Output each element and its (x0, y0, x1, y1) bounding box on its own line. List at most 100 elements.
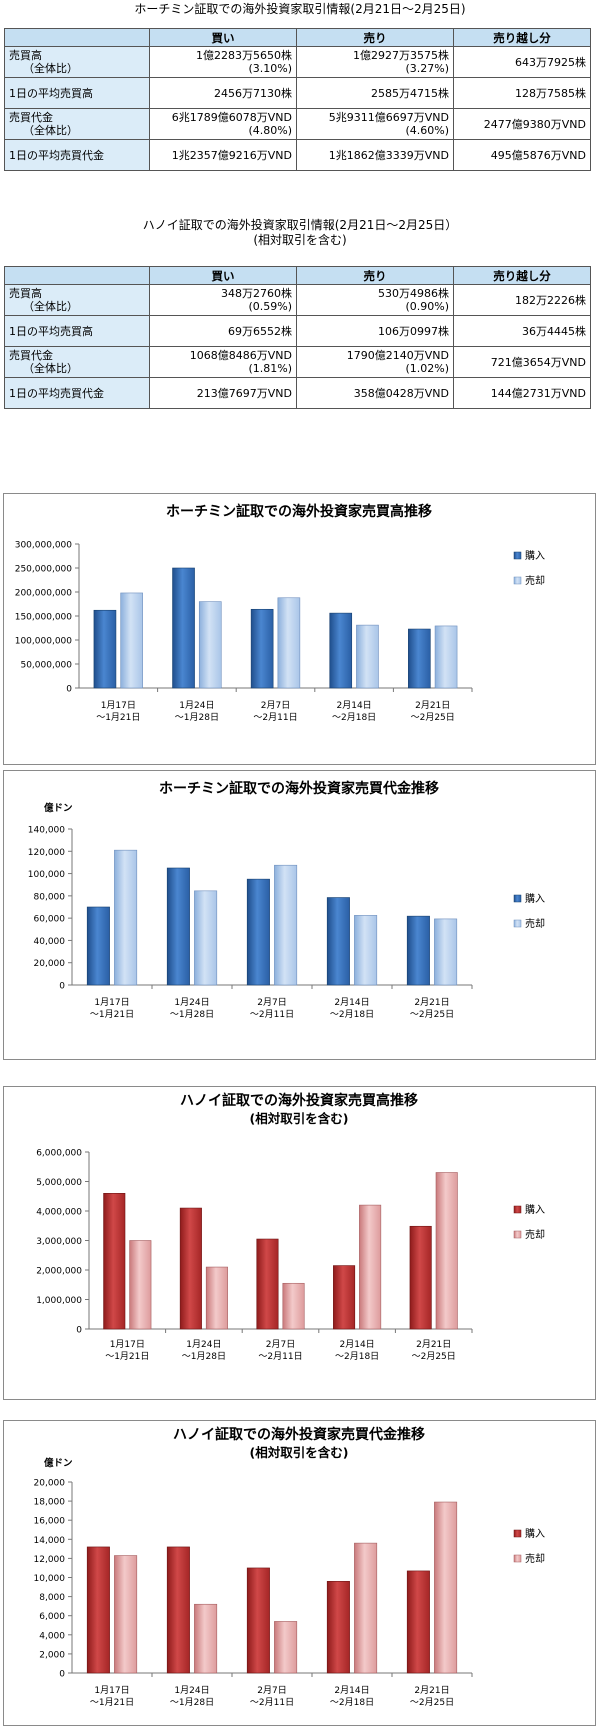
y-tick-label: 2,000 (39, 1650, 65, 1660)
bar-sell (356, 624, 379, 689)
bar-buy (250, 608, 274, 689)
category-label: 〜2月11日 (258, 1351, 302, 1362)
bar-buy (166, 867, 190, 986)
buy-cell: 1億2283万5650株 (3.10%) (149, 46, 297, 78)
chart-title: ホーチミン証取での海外投資家売買代金推移 (159, 780, 439, 797)
hanoi-volume-chart: ハノイ証取での海外投資家売買高推移 (相対取引を含む) 0 1,000,000 2,00… (3, 1086, 596, 1400)
table-header: 売り (296, 28, 454, 47)
category-label: 〜2月25日 (412, 1351, 456, 1362)
hanoi-table-subtitle: (相対取引を含む) (253, 233, 347, 247)
label-text: 売買高 (9, 49, 42, 62)
net-text: 721億3654万VND (490, 355, 586, 369)
category-label: 〜2月25日 (411, 712, 455, 723)
bar-buy (86, 1546, 110, 1674)
bar-buy (326, 897, 350, 986)
legend-label: 購入 (525, 1203, 545, 1216)
y-tick-label: 6,000 (39, 1612, 65, 1622)
sell-text: 1790億2140万VND (346, 349, 449, 362)
table-row: 1日の平均売買代金 1兆2357億9216万VND 1兆1862億3339万VND 4… (4, 139, 591, 171)
y-tick-label: 0 (66, 685, 72, 695)
sell-cell: 1兆1862億3339万VND (296, 139, 454, 171)
chart-svg: ハノイ証取での海外投資家売買代金推移 (相対取引を含む) 億ドン 0 2,000 4,00… (34, 1426, 546, 1708)
y-tick-label: 20,000 (34, 959, 66, 969)
category-label: 〜2月11日 (250, 1697, 294, 1708)
net-text: 2477億9380万VND (483, 117, 586, 131)
category-label: 1月24日 (174, 997, 209, 1008)
label-text: 1日の平均売買代金 (9, 386, 104, 400)
y-tick-label: 1,000,000 (36, 1296, 82, 1306)
category-label: 〜1月28日 (182, 1351, 226, 1362)
legend-swatch-buy (513, 551, 522, 560)
label-cell: 1日の平均売買代金 (4, 377, 150, 409)
net-cell: 128万7585株 (453, 77, 591, 109)
label-cell: 1日の平均売買高 (4, 77, 150, 109)
hanoi-table-title: ハノイ証取での海外投資家取引情報(2月21日〜2月25日） (142, 218, 458, 232)
legend-swatch-sell (513, 919, 522, 928)
bar-buy (329, 612, 353, 689)
net-text: 128万7585株 (515, 86, 586, 100)
net-text: 36万4445株 (522, 324, 586, 338)
label-text: 売買代金 (9, 111, 53, 124)
y-tick-label: 300,000,000 (15, 541, 73, 551)
category-label: 2月7日 (261, 700, 290, 711)
bar-buy (166, 1546, 190, 1674)
sell-text: (4.60%) (405, 124, 449, 137)
label-cell: 1日の平均売買高 (4, 315, 150, 347)
legend-label: 購入 (525, 892, 545, 905)
category-label: 2月14日 (334, 1685, 369, 1696)
table-row: 1日の平均売買代金 213億7697万VND 358億0428万VND 144億273… (4, 377, 591, 409)
bar-buy (256, 1238, 279, 1330)
y-tick-label: 4,000,000 (36, 1208, 82, 1218)
bar-sell (114, 849, 138, 986)
sell-text: (1.02%) (405, 362, 449, 375)
category-label: 〜1月21日 (90, 1697, 134, 1708)
bar-buy (246, 878, 270, 986)
sell-text: 358億0428万VND (353, 386, 449, 400)
y-tick-label: 4,000 (39, 1631, 65, 1641)
category-label: 〜1月21日 (105, 1351, 149, 1362)
y-tick-label: 150,000,000 (15, 613, 73, 623)
label-text: 1日の平均売買代金 (9, 148, 104, 162)
category-label: 〜2月11日 (253, 712, 297, 723)
table-header: 売り越し分 (453, 266, 591, 285)
sell-cell: 1790億2140万VND (1.02%) (296, 346, 454, 378)
table-row: 売買代金 （全体比） 6兆1789億6078万VND (4.80%) 5兆9311億66… (4, 108, 591, 140)
sell-text: 1億2927万3575株 (353, 49, 449, 62)
chart-svg: ホーチミン証取での海外投資家売買高推移 0 50,000,000 100,000,00… (15, 503, 545, 723)
category-label: 2月21日 (416, 1339, 451, 1350)
hanoi-trade-table: 買い 売り 売り越し分 売買高 （全体比） 348万2760株 (0.59%) 530万… (4, 266, 591, 409)
bar-buy (409, 1225, 432, 1330)
net-text: 643万7925株 (515, 55, 586, 69)
legend-swatch-sell (513, 1230, 522, 1239)
y-tick-label: 12,000 (34, 1555, 66, 1565)
buy-cell: 2456万7130株 (149, 77, 297, 109)
category-label: 1月17日 (94, 1685, 129, 1696)
table-row: 売買高 （全体比） 1億2283万5650株 (3.10%) 1億2927万3575株(… (4, 46, 591, 78)
bar-buy (93, 609, 117, 689)
label-cell: 売買高 （全体比） (4, 284, 150, 316)
chart-title: ハノイ証取での海外投資家売買代金推移 (173, 1426, 425, 1443)
legend-label: 売却 (525, 1552, 545, 1565)
label-text: （全体比） (23, 62, 78, 75)
label-text: 売買高 (9, 287, 42, 300)
y-tick-label: 14,000 (34, 1536, 66, 1546)
y-tick-label: 20,000 (34, 1479, 66, 1489)
bar-sell (194, 890, 218, 986)
bar-buy (246, 1567, 270, 1674)
bar-sell (435, 1172, 458, 1330)
chart-title: (相対取引を含む) (250, 1445, 349, 1460)
table-row: 売買高 （全体比） 348万2760株 (0.59%) 530万4986株 (0.90%)… (4, 284, 591, 316)
category-label: 1月17日 (94, 997, 129, 1008)
category-label: 〜1月28日 (170, 1009, 214, 1020)
buy-text: 348万2760株 (221, 287, 292, 300)
category-label: 〜1月28日 (170, 1697, 214, 1708)
net-text: 182万2226株 (515, 293, 586, 307)
y-tick-label: 120,000 (28, 848, 65, 858)
sell-text: 5兆9311億6697万VND (328, 111, 449, 124)
net-text: 144億2731万VND (490, 386, 586, 400)
category-label: 2月14日 (334, 997, 369, 1008)
bar-buy (86, 906, 110, 986)
y-tick-label: 250,000,000 (15, 565, 73, 575)
table-header (4, 28, 150, 47)
